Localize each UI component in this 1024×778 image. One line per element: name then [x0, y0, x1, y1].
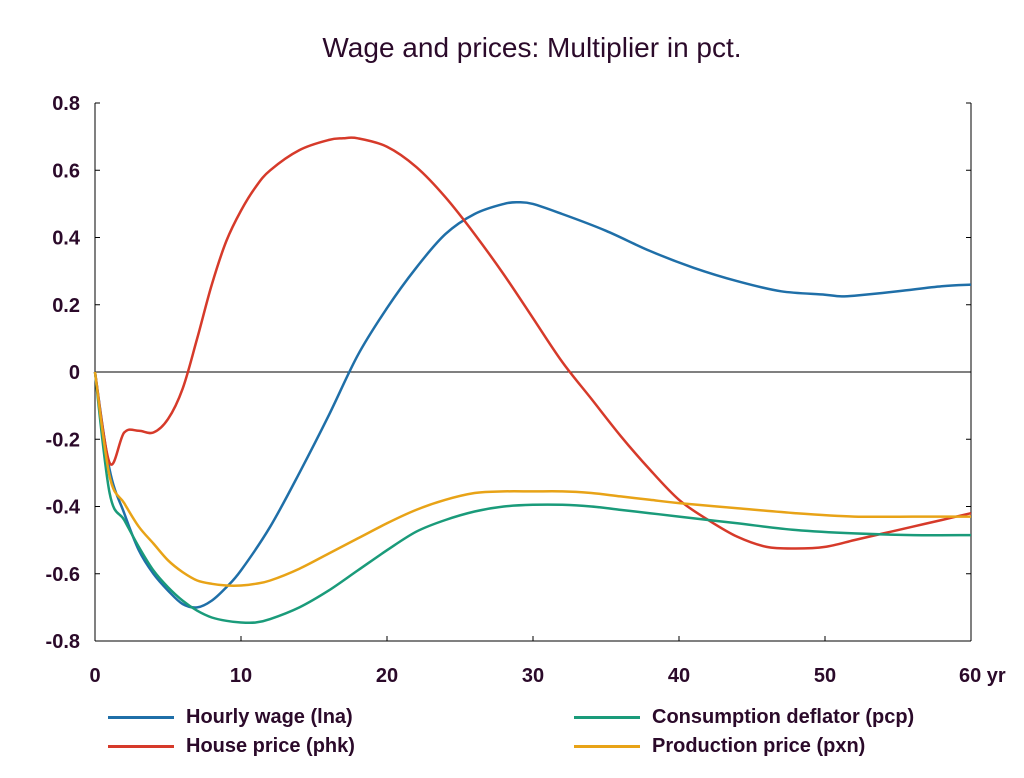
y-tick-label: 0.2	[52, 295, 80, 317]
y-tick-label: -0.6	[46, 564, 80, 586]
legend-label-production-price: Production price (pxn)	[652, 735, 866, 757]
series-line-2	[93, 371, 972, 625]
legend-item-hourly-wage: Hourly wage (lna)	[108, 706, 353, 729]
y-tick-label: 0.4	[52, 228, 81, 250]
y-tick-label: 0.6	[52, 160, 80, 182]
x-tick-label: 0	[89, 665, 100, 687]
legend-swatch-production-price	[574, 745, 640, 748]
x-tick-label: 60 yr	[959, 665, 1006, 687]
legend-item-consumption-deflator: Consumption deflator (pcp)	[574, 706, 914, 729]
legend-label-hourly-wage: Hourly wage (lna)	[186, 706, 353, 728]
series-line-0	[93, 200, 972, 609]
x-tick-label: 40	[668, 665, 690, 687]
legend-item-house-price: House price (phk)	[108, 735, 355, 758]
x-tick-label: 10	[230, 665, 252, 687]
legend-swatch-consumption-deflator	[574, 716, 640, 719]
y-tick-label: 0	[69, 362, 80, 384]
series-line-1	[93, 136, 972, 550]
x-tick-label: 50	[814, 665, 836, 687]
series-layer	[93, 136, 972, 625]
legend-label-consumption-deflator: Consumption deflator (pcp)	[652, 706, 915, 728]
y-tick-label: -0.2	[46, 429, 80, 451]
y-tick-label: -0.8	[46, 631, 80, 653]
legend-swatch-hourly-wage	[108, 716, 174, 719]
axes	[94, 102, 972, 642]
x-tick-label: 20	[376, 665, 398, 687]
x-tick-label: 30	[522, 665, 544, 687]
legend-swatch-house-price	[108, 745, 174, 748]
chart-title: Wage and prices: Multiplier in pct.	[322, 32, 742, 63]
series-line-3	[93, 371, 971, 587]
legend-label-house-price: House price (phk)	[186, 735, 355, 757]
y-tick-label: -0.4	[46, 497, 81, 519]
chart-legend: Hourly wage (lna) House price (phk) Cons…	[0, 700, 1024, 770]
legend-item-production-price: Production price (pxn)	[574, 735, 865, 758]
y-tick-label: 0.8	[52, 93, 80, 115]
line-chart: 0.8 0.6 0.4 0.2 0 -0.2 -0.4 -0.6 -0.8 0 10 20 30 40 50…	[46, 93, 1006, 687]
tick-labels: 0.8 0.6 0.4 0.2 0 -0.2 -0.4 -0.6 -0.8 0 10 20 30 40 50…	[46, 93, 1006, 687]
